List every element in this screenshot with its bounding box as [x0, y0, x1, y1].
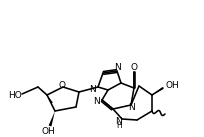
Text: H: H: [115, 122, 121, 131]
Text: N: N: [128, 102, 135, 112]
Text: HO: HO: [8, 92, 22, 101]
Text: N: N: [89, 85, 95, 93]
Text: N: N: [115, 116, 122, 125]
Text: OH: OH: [165, 81, 179, 89]
Polygon shape: [48, 111, 55, 126]
Text: N: N: [93, 98, 100, 106]
Polygon shape: [47, 95, 53, 104]
Text: OH: OH: [41, 126, 55, 135]
Text: O: O: [58, 81, 65, 89]
Polygon shape: [151, 87, 163, 95]
Text: O: O: [130, 64, 137, 72]
Text: N: N: [114, 64, 121, 72]
